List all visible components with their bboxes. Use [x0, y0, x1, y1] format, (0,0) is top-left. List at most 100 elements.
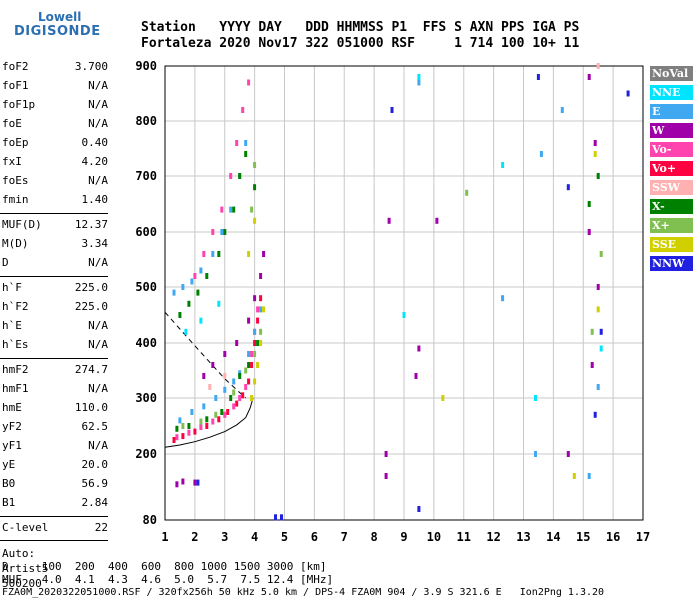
y-tick-label: 500 — [135, 280, 157, 294]
param-value: N/A — [88, 79, 108, 92]
param-row-16: hmF1 N/A — [2, 382, 108, 396]
echo-point — [596, 384, 600, 390]
y-tick-label: 900 — [135, 59, 157, 73]
echo-point — [235, 400, 239, 407]
param-key: fmin — [2, 193, 29, 206]
echo-point — [226, 409, 230, 415]
param-row-3: foE N/A — [2, 117, 108, 131]
echo-point — [417, 74, 421, 80]
echo-point — [587, 229, 591, 235]
echo-point — [250, 206, 254, 213]
echo-point — [253, 340, 257, 346]
param-value: N/A — [88, 338, 108, 351]
header-labels: Station YYYY DAY DDD HHMMSS P1 FFS S AXN… — [141, 20, 580, 35]
param-value: N/A — [88, 439, 108, 452]
logo-digisonde: DIGISONDE — [14, 24, 101, 39]
echo-point — [178, 417, 182, 424]
param-value: N/A — [88, 98, 108, 111]
echo-point — [256, 306, 260, 313]
param-key: M(D) — [2, 237, 29, 250]
param-key: D — [2, 256, 9, 269]
echo-point — [259, 273, 263, 279]
echo-point — [572, 473, 576, 479]
x-tick-label: 6 — [311, 530, 318, 544]
param-value: 1.40 — [81, 193, 109, 206]
echo-point — [247, 378, 251, 385]
echo-point — [211, 251, 215, 257]
param-value: 3.700 — [74, 60, 108, 73]
echo-point — [217, 416, 221, 423]
param-key: MUF(D) — [2, 218, 42, 231]
legend-item-0: NoVal — [650, 66, 693, 81]
legend-item-4: Vo- — [650, 142, 693, 157]
echo-point — [229, 173, 233, 179]
x-tick-label: 16 — [606, 530, 620, 544]
echo-point — [247, 251, 251, 257]
param-key: B0 — [2, 477, 16, 490]
echo-point — [235, 140, 239, 146]
echo-point — [217, 251, 221, 257]
echo-point — [202, 373, 206, 379]
echo-point — [229, 395, 233, 401]
echo-point — [384, 451, 388, 457]
echo-point — [181, 284, 185, 290]
echo-point — [205, 423, 209, 429]
echo-point — [534, 451, 537, 457]
echo-point — [402, 312, 406, 318]
echo-point — [536, 74, 540, 80]
echo-point — [417, 506, 421, 512]
echo-point — [253, 328, 257, 335]
echo-point — [259, 340, 263, 346]
y-tick-label: 400 — [135, 336, 157, 350]
echo-point — [244, 151, 248, 157]
echo-point — [566, 451, 570, 457]
echo-point — [235, 340, 239, 346]
echo-point — [232, 389, 236, 396]
param-separator — [0, 358, 108, 359]
param-value: 0.40 — [81, 136, 109, 149]
echo-point — [211, 229, 215, 235]
param-key: h`Es — [2, 338, 29, 351]
y-tick-label: 600 — [135, 225, 157, 239]
echo-point — [417, 79, 421, 86]
legend-item-8: X+ — [650, 218, 693, 233]
echo-point — [587, 201, 591, 207]
param-row-19: yF1 N/A — [2, 439, 108, 453]
param-value: 56.9 — [81, 477, 109, 490]
echo-point — [190, 278, 194, 285]
param-key: fxI — [2, 155, 22, 168]
echo-point — [590, 362, 594, 368]
profile-curve-1 — [164, 311, 247, 399]
echo-point — [539, 151, 543, 157]
echo-point — [214, 411, 218, 418]
legend-item-3: W — [650, 123, 693, 138]
x-tick-label: 8 — [371, 530, 378, 544]
legend-item-9: SSE — [650, 237, 693, 252]
param-key: yF1 — [2, 439, 22, 452]
x-tick-label: 13 — [516, 530, 530, 544]
param-value: 110.0 — [74, 401, 108, 414]
echo-point — [232, 378, 236, 385]
echo-point — [199, 418, 203, 425]
param-value: 22 — [94, 521, 108, 534]
echo-point — [414, 373, 418, 379]
footer-distance-row: D 100 200 400 600 800 1000 1500 3000 [km… — [2, 560, 327, 573]
footer-muf-row: MUF 4.0 4.1 4.3 4.6 5.0 5.7 7.5 12.4 [MH… — [2, 573, 334, 586]
echo-point — [259, 295, 263, 302]
param-separator — [0, 540, 108, 541]
legend-item-5: Vo+ — [650, 161, 693, 176]
param-key: foF1p — [2, 98, 36, 111]
echo-point — [435, 217, 439, 224]
echo-point — [232, 403, 236, 410]
legend-item-2: E — [650, 104, 693, 119]
echo-point — [250, 351, 254, 357]
echo-point — [250, 395, 254, 401]
echo-point — [501, 162, 505, 168]
y-tick-label: 200 — [135, 447, 157, 461]
param-row-1: foF1 N/A — [2, 79, 108, 93]
echo-point — [205, 416, 209, 423]
legend-item-1: NNE — [650, 85, 693, 100]
echo-point — [223, 386, 227, 393]
x-tick-label: 10 — [427, 530, 441, 544]
param-key: hmF2 — [2, 363, 29, 376]
